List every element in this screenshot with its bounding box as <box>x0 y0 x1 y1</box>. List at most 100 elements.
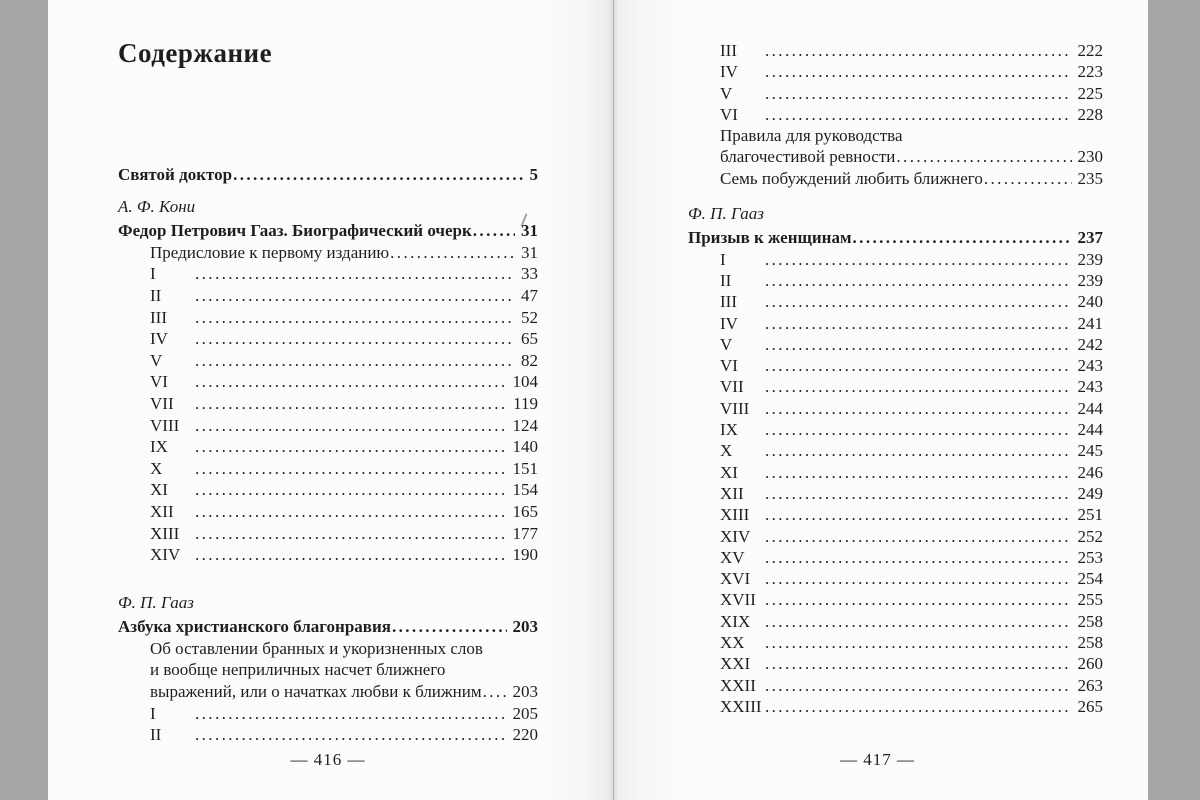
dot-leader <box>195 724 507 746</box>
dot-leader <box>765 526 1072 547</box>
toc-entry: XV 253 <box>688 547 1103 568</box>
dot-leader <box>765 632 1072 653</box>
toc-entry-page: 5 <box>529 165 539 184</box>
toc-entry: II 220 <box>118 724 538 746</box>
dot-leader <box>483 681 507 703</box>
toc-entry-page: 52 <box>521 307 538 327</box>
toc-entry-label: Азбука христианского благонравия <box>118 617 391 637</box>
toc-entry-page: 104 <box>512 372 539 392</box>
toc-entry: Семь побуждений любить ближнего 235 <box>688 168 1103 189</box>
dot-leader <box>765 334 1072 355</box>
dot-leader <box>195 436 507 458</box>
toc-entry-page: 245 <box>1077 441 1104 461</box>
dot-leader <box>195 350 515 372</box>
dot-leader <box>195 523 507 545</box>
toc-entry: X 151 <box>118 458 538 480</box>
toc-entry: V 82 <box>118 350 538 372</box>
toc-entry-label: I <box>720 249 726 269</box>
toc-entry: III 240 <box>688 291 1103 312</box>
toc-entry: XII 165 <box>118 501 538 523</box>
toc-entry-label: IX <box>150 437 168 457</box>
toc-entry-page: 220 <box>512 725 539 745</box>
toc-entry-page: 258 <box>1077 611 1104 631</box>
toc-entry: I 205 <box>118 703 538 725</box>
toc-entry-label: XXI <box>720 654 751 674</box>
toc-entry-label: Предисловие к первому изданию <box>150 242 390 262</box>
toc-entry-page: 65 <box>521 329 538 349</box>
toc-list-right: III 222 IV 223 V 225 VI 228 Правила для … <box>688 40 1103 717</box>
toc-entry-label: и вообще неприличных насчет ближнего <box>150 660 446 680</box>
toc-entry-page: 165 <box>512 501 539 521</box>
toc-entry-page: 254 <box>1077 569 1104 589</box>
toc-entry: X 245 <box>688 440 1103 461</box>
toc-heading: Содержание <box>118 38 273 68</box>
toc-entry-page: 140 <box>512 437 539 457</box>
toc-entry-page: 242 <box>1077 334 1104 354</box>
page-number-left: — 416 — <box>290 750 366 769</box>
toc-entry: XI 154 <box>118 479 538 501</box>
toc-entry-label: XIV <box>720 526 751 546</box>
toc-entry: благочестивой ревности 230 <box>688 146 1103 167</box>
toc-entry: XVI 254 <box>688 568 1103 589</box>
toc-entry-page: 243 <box>1077 356 1104 376</box>
toc-entry: Предисловие к первому изданию 31 <box>118 242 538 264</box>
toc-entry-page: 205 <box>512 703 539 723</box>
toc-entry-page: 252 <box>1077 526 1104 546</box>
toc-entry-label: III <box>720 292 737 312</box>
toc-entry: IV 241 <box>688 313 1103 334</box>
toc-entry-label: IX <box>720 420 738 440</box>
toc-entry-page: 246 <box>1077 462 1104 482</box>
toc-entry-label: II <box>150 285 162 305</box>
toc-entry-label: X <box>720 441 733 461</box>
toc-entry: XIV 252 <box>688 526 1103 547</box>
toc-entry-page: 237 <box>1077 228 1104 248</box>
dot-leader <box>765 313 1072 334</box>
toc-entry: Правила для руководства <box>688 125 1103 146</box>
dot-leader <box>392 616 507 638</box>
toc-entry: А. Ф. Кони <box>118 196 538 218</box>
toc-entry: III 222 <box>688 40 1103 61</box>
toc-entry: Святой доктор 5 <box>118 164 538 186</box>
toc-entry: XXI 260 <box>688 653 1103 674</box>
toc-entry: XII 249 <box>688 483 1103 504</box>
toc-entry: XI 246 <box>688 462 1103 483</box>
toc-entry-page: 258 <box>1077 633 1104 653</box>
toc-entry: VII 243 <box>688 376 1103 397</box>
dot-leader <box>765 483 1072 504</box>
toc-entry-page: 235 <box>1077 168 1104 188</box>
toc-entry: XIV 190 <box>118 544 538 566</box>
toc-entry: VIII 244 <box>688 398 1103 419</box>
toc-entry: Ф. П. Гааз <box>118 592 538 614</box>
page-left: Содержание Святой доктор 5 А. Ф. Кони Фе… <box>118 38 539 769</box>
dot-leader <box>765 653 1072 674</box>
toc-entry-label: XVII <box>720 590 756 610</box>
dot-leader <box>195 285 515 307</box>
dot-leader <box>195 501 507 523</box>
toc-entry-page: 151 <box>512 458 539 478</box>
toc-entry-page: 260 <box>1077 654 1104 674</box>
toc-entry-label: VII <box>720 377 744 397</box>
open-book: Содержание Святой доктор 5 А. Ф. Кони Фе… <box>48 0 1148 800</box>
dot-leader <box>195 263 515 285</box>
toc-entry-label: I <box>150 264 156 284</box>
toc-entry: Федор Петрович Гааз. Биографический очер… <box>118 220 538 242</box>
toc-entry-label: благочестивой ревности <box>720 147 896 167</box>
dot-leader <box>390 242 515 264</box>
dot-leader <box>896 146 1071 167</box>
toc-entry-page: 240 <box>1077 292 1104 312</box>
toc-entry-label: Семь побуждений любить ближнего <box>720 168 983 188</box>
toc-entry: Азбука христианского благонравия 203 <box>118 616 538 638</box>
toc-entry-label: VI <box>720 104 738 124</box>
dot-leader <box>765 355 1072 376</box>
dot-leader <box>853 227 1072 248</box>
dot-leader <box>765 270 1072 291</box>
dot-leader <box>765 568 1072 589</box>
toc-entry: V 242 <box>688 334 1103 355</box>
toc-entry-label: XI <box>720 462 738 482</box>
page-number-right: — 417 — <box>840 750 915 769</box>
dot-leader <box>765 104 1072 125</box>
toc-entry: I 33 <box>118 263 538 285</box>
toc-entry: XIII 177 <box>118 523 538 545</box>
toc-entry: XX 258 <box>688 632 1103 653</box>
dot-leader <box>195 479 507 501</box>
